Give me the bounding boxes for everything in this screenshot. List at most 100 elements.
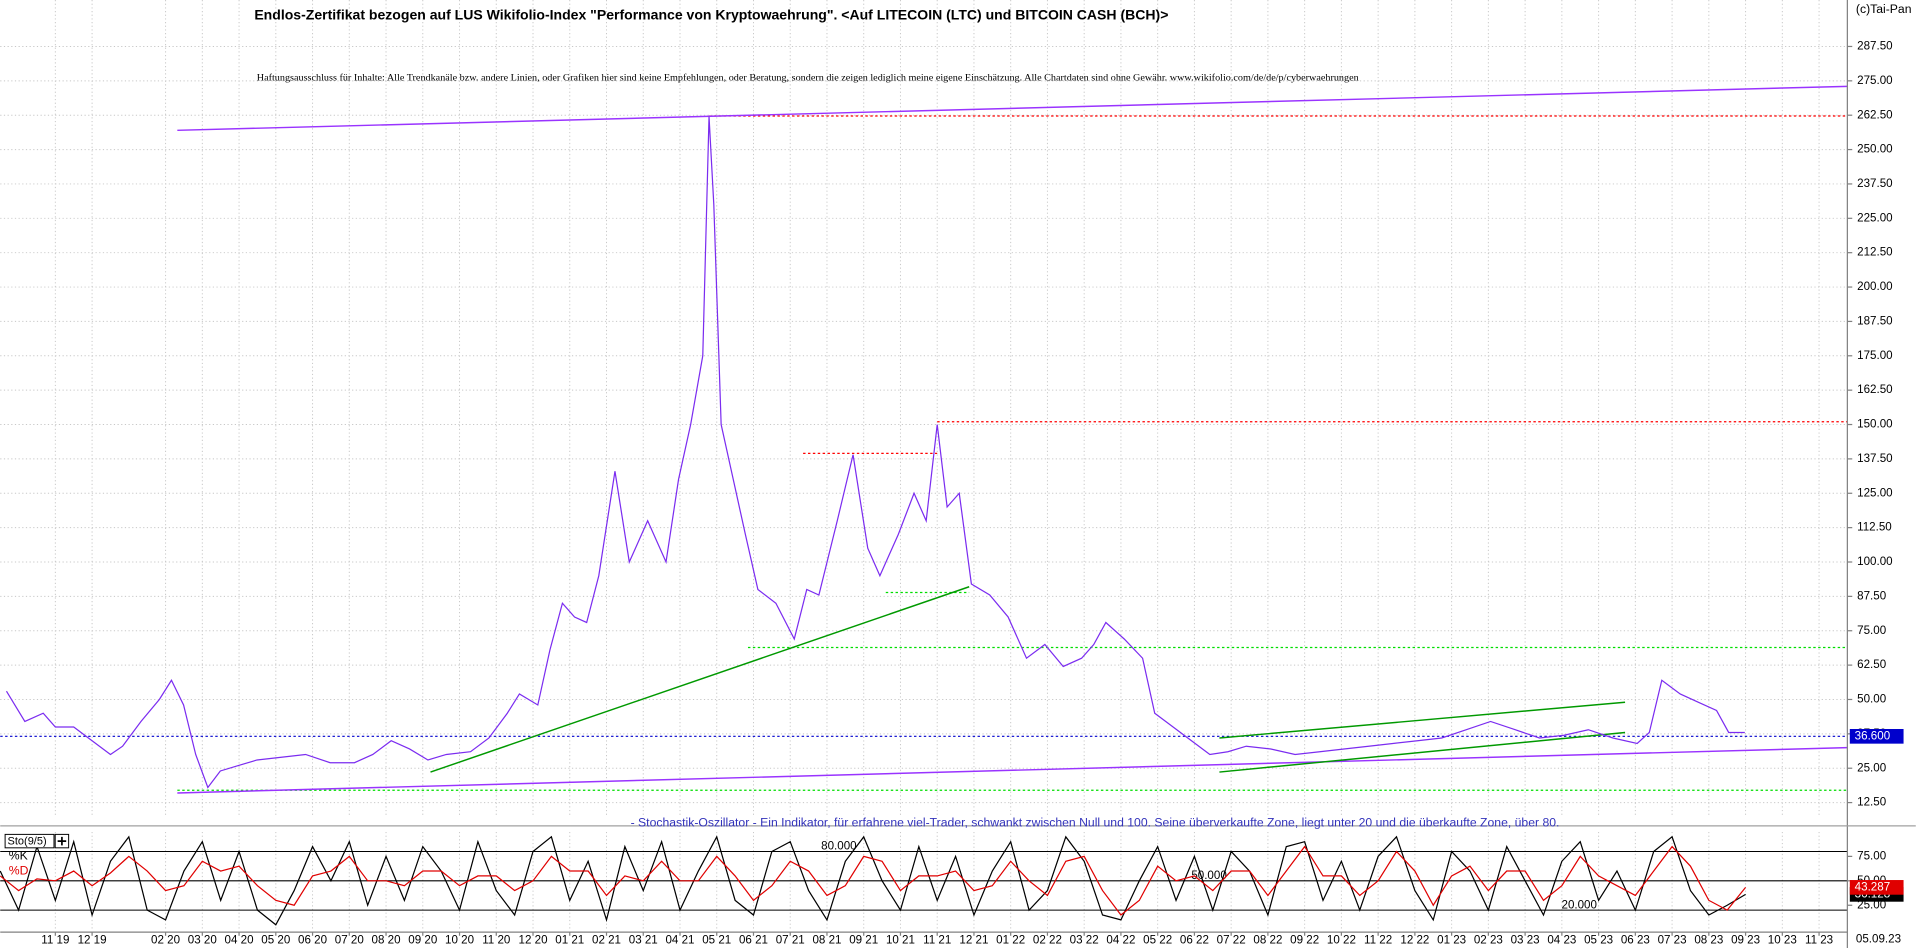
y-tick-label: 162.50 (1857, 383, 1892, 396)
level-label: 80.000 (821, 840, 856, 853)
trend-line (177, 746, 1848, 794)
trend-line (430, 586, 970, 773)
x-tick-label: 03 21 (629, 934, 658, 947)
x-tick-label: 08 22 (1253, 934, 1282, 947)
x-tick-label: 07 21 (776, 934, 805, 947)
credit: (c)Tai-Pan (1856, 2, 1912, 16)
y-tick-label: 87.50 (1857, 589, 1886, 602)
x-tick-label: 07 20 (335, 934, 364, 947)
x-tick-label: 08 21 (812, 934, 841, 947)
trend-line (1219, 701, 1626, 739)
x-tick-label: 06 23 (1621, 934, 1650, 947)
y-tick-label: 12.50 (1857, 796, 1886, 809)
x-tick-label: 11 22 (1364, 934, 1392, 947)
x-tick-label: 07 23 (1658, 934, 1687, 947)
level-label: 50.000 (1191, 869, 1226, 882)
y-tick-label: 150.00 (1857, 418, 1892, 431)
x-tick-label: 11 20 (482, 934, 510, 947)
y-tick-label: 225.00 (1857, 211, 1892, 224)
x-tick-label: 09 21 (849, 934, 878, 947)
x-tick-label: 05 20 (261, 934, 290, 947)
last-value-box (1849, 728, 1904, 744)
x-tick-label: 01 23 (1437, 934, 1466, 947)
x-tick-label: 07 22 (1217, 934, 1246, 947)
x-tick-label: 06 21 (739, 934, 768, 947)
x-tick-label: 01 22 (996, 934, 1025, 947)
x-tick-label: 02 21 (592, 934, 621, 947)
y-tick-label: 237.50 (1857, 177, 1892, 190)
x-tick-label: 05 22 (1143, 934, 1172, 947)
y-tick-label: 175.00 (1857, 349, 1892, 362)
x-tick-label: 01 21 (555, 934, 584, 947)
x-tick-label: 05 23 (1584, 934, 1613, 947)
x-tick-label: 08 20 (372, 934, 401, 947)
x-tick-label: 10 23 (1768, 934, 1797, 947)
y-tick-label: 112.50 (1857, 521, 1892, 534)
x-tick-label: 02 22 (1033, 934, 1062, 947)
trend-line (1219, 731, 1626, 773)
x-tick-label: 08 23 (1694, 934, 1723, 947)
oscillator-description: - Stochastik-Oszillator - Ein Indikator,… (631, 816, 1560, 830)
x-tick-label: 06 22 (1180, 934, 1209, 947)
level-label: 20.000 (1561, 898, 1596, 911)
last-date: 05.09.23 (1856, 933, 1901, 946)
trend-line (177, 85, 1848, 132)
indicator-box (4, 833, 55, 849)
grid (0, 0, 1848, 930)
last-value-label: 36.600 (1855, 729, 1890, 742)
y-tick-label: 275.00 (1857, 74, 1892, 87)
x-tick-label: 03 23 (1511, 934, 1540, 947)
y-tick-label: 75.00 (1857, 849, 1886, 862)
y-tick-label: 75.00 (1857, 624, 1886, 637)
x-tick-label: 02 23 (1474, 934, 1503, 947)
x-tick-label: 04 21 (665, 934, 694, 947)
y-tick-label: 100.00 (1857, 555, 1892, 568)
y-tick-label: 25.00 (1857, 761, 1886, 774)
y-tick-label: 287.50 (1857, 40, 1892, 53)
x-tick-label: 12 21 (959, 934, 988, 947)
expand-icon (57, 836, 67, 846)
x-tick-label: 10 21 (886, 934, 915, 947)
y-tick-label: 200.00 (1857, 280, 1892, 293)
x-tick-label: 02 20 (151, 934, 180, 947)
price-line (0, 845, 1747, 916)
x-tick-label: 03 22 (1070, 934, 1099, 947)
x-tick-label: 11 23 (1805, 934, 1833, 947)
x-tick-label: 03 20 (188, 934, 217, 947)
x-tick-label: 06 20 (298, 934, 327, 947)
x-tick-label: 12 19 (78, 934, 107, 947)
y-tick-label: 187.50 (1857, 314, 1892, 327)
price-panel (0, 85, 1848, 794)
x-tick-label: 10 20 (445, 934, 474, 947)
y-tick-label: 262.50 (1857, 108, 1892, 121)
y-tick-label: 125.00 (1857, 486, 1892, 499)
x-tick-label: 12 22 (1400, 934, 1429, 947)
y-tick-label: 212.50 (1857, 246, 1892, 259)
x-tick-label: 10 22 (1327, 934, 1356, 947)
indicator-label: Sto(9/5) (8, 836, 47, 848)
x-tick-label: 09 20 (408, 934, 437, 947)
y-tick-label: 250.00 (1857, 143, 1892, 156)
x-tick-label: 05 21 (702, 934, 731, 947)
oscillator-panel: 80.000 50.000 20.000 %K%D (0, 835, 1848, 926)
last-value-box (1849, 880, 1904, 895)
legend-entry: %K (9, 849, 28, 863)
x-tick-label: 09 23 (1731, 934, 1760, 947)
last-value-label: 43.287 (1855, 880, 1890, 893)
y-tick-label: 50.00 (1857, 693, 1886, 706)
y-tick-label: 62.50 (1857, 658, 1886, 671)
x-tick-label: 04 23 (1547, 934, 1576, 947)
chart-title: Endlos-Zertifikat bezogen auf LUS Wikifo… (254, 7, 1168, 23)
x-tick-label: 09 22 (1290, 934, 1319, 947)
x-tick-label: 04 22 (1106, 934, 1135, 947)
x-tick-label: 04 20 (225, 934, 254, 947)
disclaimer: Haftungsausschluss für Inhalte: Alle Tre… (257, 72, 1359, 83)
x-tick-label: 11 19 (41, 934, 69, 947)
x-tick-label: 12 20 (519, 934, 548, 947)
x-tick-label: 11 21 (923, 934, 951, 947)
price-line (5, 116, 1745, 789)
